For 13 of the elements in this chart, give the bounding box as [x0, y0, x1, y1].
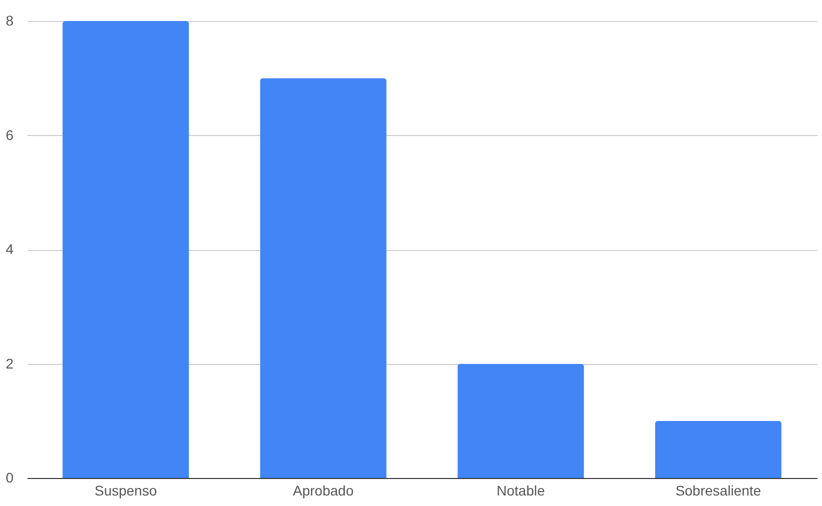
- y-tick-label: 2: [6, 355, 14, 372]
- x-tick-label: Notable: [496, 482, 546, 498]
- bar: [260, 78, 386, 478]
- y-tick-label: 6: [6, 126, 14, 143]
- bar: [62, 21, 189, 478]
- x-tick-label: Sobresaliente: [675, 482, 762, 498]
- y-tick-label: 8: [6, 12, 14, 28]
- y-tick-label: 0: [6, 470, 14, 486]
- y-tick-label: 4: [6, 241, 14, 257]
- x-tick-label: Aprobado: [292, 482, 354, 498]
- bar: [655, 420, 782, 478]
- bar: [458, 364, 584, 478]
- x-tick-label: Suspenso: [94, 482, 158, 498]
